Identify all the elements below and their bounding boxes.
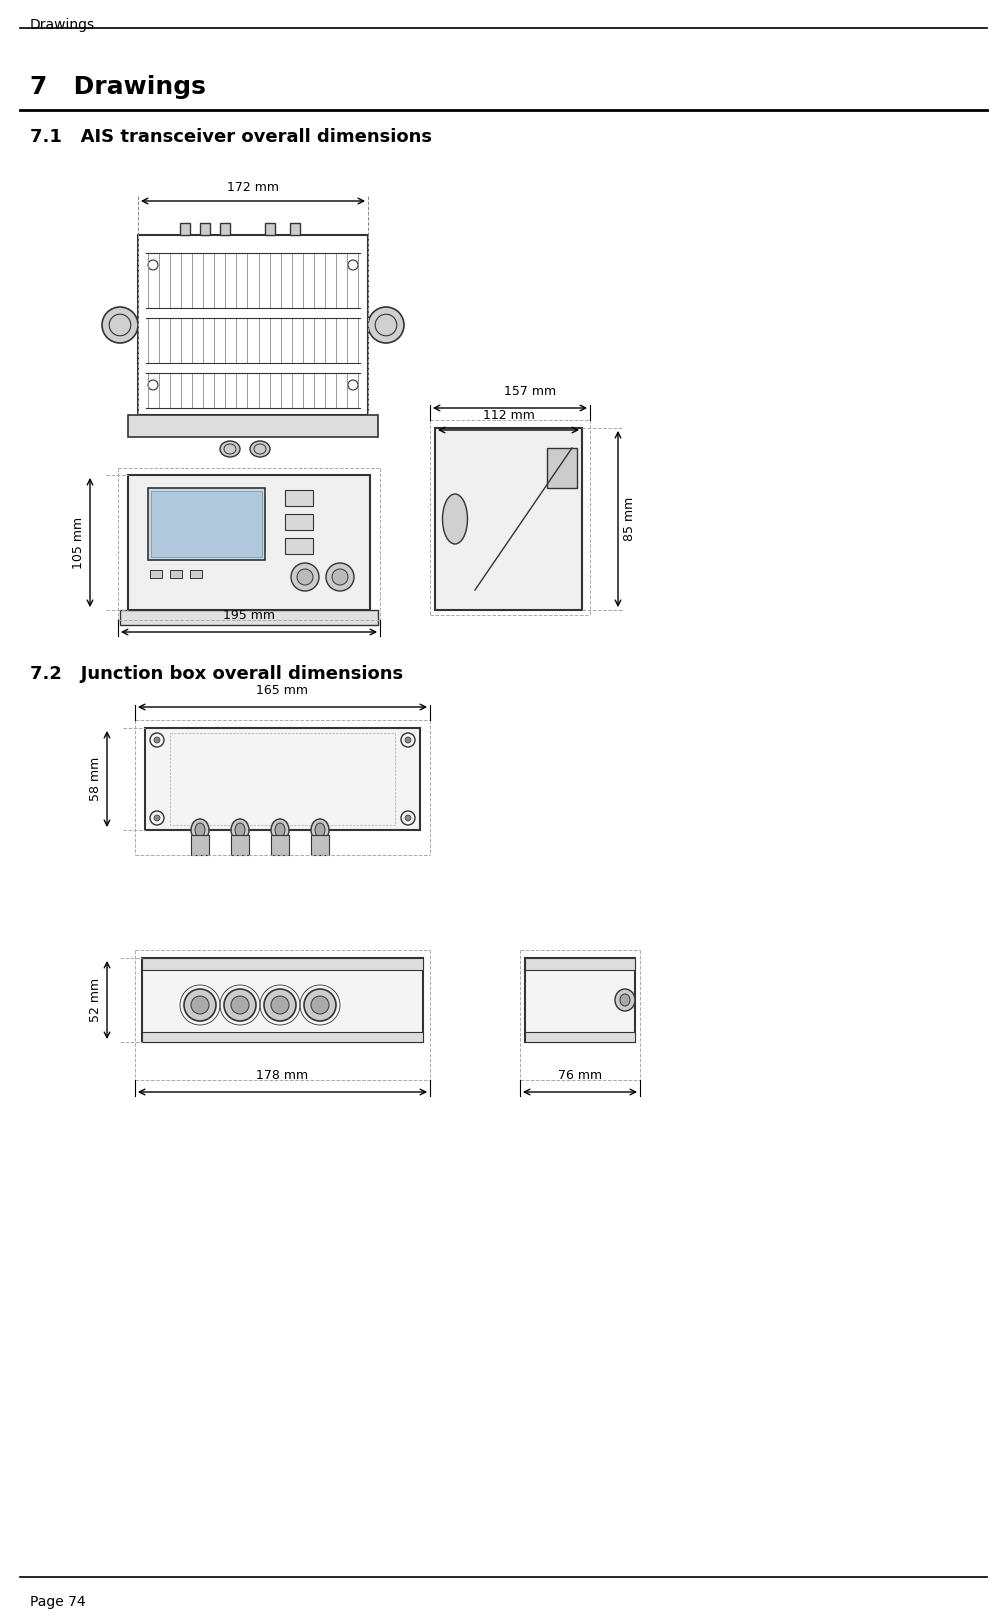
Bar bbox=[290, 223, 300, 234]
Bar bbox=[170, 570, 182, 579]
Bar bbox=[231, 835, 249, 855]
Bar bbox=[200, 223, 210, 234]
Bar bbox=[142, 958, 423, 1042]
Bar bbox=[190, 570, 202, 579]
Circle shape bbox=[154, 737, 160, 743]
Bar bbox=[525, 1033, 635, 1042]
Bar bbox=[191, 835, 209, 855]
Bar bbox=[150, 570, 162, 579]
Bar bbox=[170, 734, 395, 826]
Circle shape bbox=[191, 995, 209, 1013]
Text: 76 mm: 76 mm bbox=[558, 1070, 602, 1083]
Circle shape bbox=[291, 562, 319, 591]
Circle shape bbox=[326, 562, 354, 591]
Bar bbox=[285, 490, 313, 506]
Circle shape bbox=[405, 814, 411, 821]
Text: 157 mm: 157 mm bbox=[504, 385, 556, 398]
Ellipse shape bbox=[195, 823, 205, 837]
Bar bbox=[151, 491, 262, 558]
Bar bbox=[142, 958, 423, 970]
Circle shape bbox=[368, 307, 404, 343]
Circle shape bbox=[332, 569, 348, 585]
Circle shape bbox=[405, 737, 411, 743]
Bar bbox=[220, 223, 230, 234]
Circle shape bbox=[311, 995, 329, 1013]
Bar bbox=[525, 958, 635, 1042]
Bar bbox=[128, 475, 370, 609]
Bar bbox=[148, 488, 265, 561]
Bar bbox=[128, 415, 378, 436]
Text: 58 mm: 58 mm bbox=[89, 756, 102, 802]
Ellipse shape bbox=[315, 823, 325, 837]
Text: Drawings: Drawings bbox=[30, 18, 95, 32]
Text: 7.2   Junction box overall dimensions: 7.2 Junction box overall dimensions bbox=[30, 666, 403, 684]
Text: 165 mm: 165 mm bbox=[257, 684, 308, 696]
Text: 105 mm: 105 mm bbox=[71, 517, 85, 569]
Bar bbox=[435, 428, 582, 609]
Text: 7.1   AIS transceiver overall dimensions: 7.1 AIS transceiver overall dimensions bbox=[30, 128, 432, 145]
Ellipse shape bbox=[275, 823, 285, 837]
Bar bbox=[142, 1033, 423, 1042]
Circle shape bbox=[304, 989, 336, 1021]
Bar bbox=[120, 609, 378, 625]
Bar bbox=[547, 448, 577, 488]
Bar bbox=[285, 538, 313, 554]
Ellipse shape bbox=[250, 441, 270, 457]
Bar bbox=[285, 514, 313, 530]
Text: 7   Drawings: 7 Drawings bbox=[30, 74, 205, 99]
Bar bbox=[180, 223, 190, 234]
Bar bbox=[145, 727, 420, 831]
Circle shape bbox=[184, 989, 215, 1021]
Circle shape bbox=[264, 989, 296, 1021]
Ellipse shape bbox=[615, 989, 635, 1012]
Ellipse shape bbox=[231, 819, 249, 840]
Text: Page 74: Page 74 bbox=[30, 1595, 86, 1610]
Text: 112 mm: 112 mm bbox=[482, 409, 535, 422]
Text: 172 mm: 172 mm bbox=[227, 181, 279, 194]
Text: 85 mm: 85 mm bbox=[623, 496, 636, 541]
Text: 195 mm: 195 mm bbox=[223, 609, 275, 622]
Ellipse shape bbox=[235, 823, 245, 837]
Bar bbox=[271, 835, 289, 855]
Ellipse shape bbox=[620, 994, 630, 1007]
Bar bbox=[525, 958, 635, 970]
Circle shape bbox=[297, 569, 313, 585]
Circle shape bbox=[231, 995, 249, 1013]
Text: 52 mm: 52 mm bbox=[89, 978, 102, 1021]
Circle shape bbox=[224, 989, 256, 1021]
Ellipse shape bbox=[191, 819, 209, 840]
Bar bbox=[311, 835, 329, 855]
Bar bbox=[265, 223, 275, 234]
Ellipse shape bbox=[442, 494, 467, 545]
Circle shape bbox=[154, 814, 160, 821]
Text: 178 mm: 178 mm bbox=[257, 1070, 308, 1083]
Ellipse shape bbox=[311, 819, 329, 840]
Ellipse shape bbox=[271, 819, 289, 840]
Circle shape bbox=[102, 307, 138, 343]
Ellipse shape bbox=[220, 441, 240, 457]
Circle shape bbox=[271, 995, 289, 1013]
